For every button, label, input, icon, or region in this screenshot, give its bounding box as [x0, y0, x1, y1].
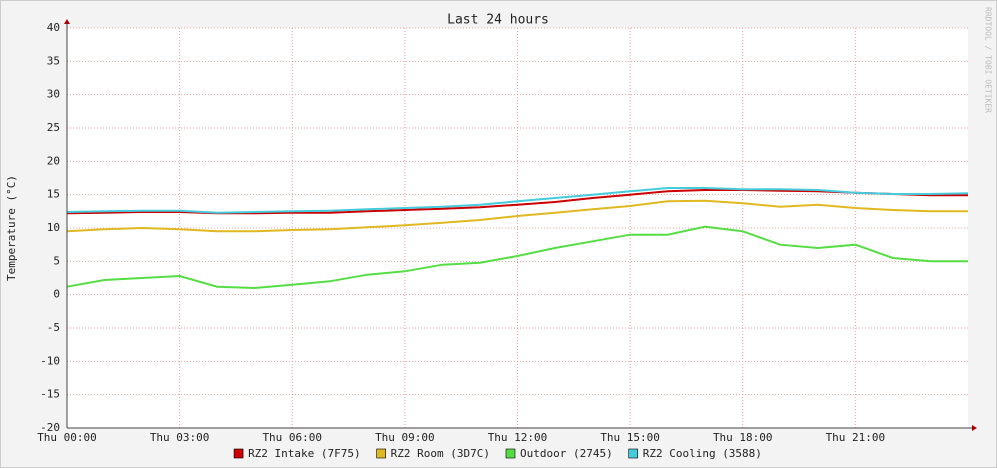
chart-title: Last 24 hours: [447, 13, 549, 28]
x-tick-label: Thu 09:00: [375, 431, 435, 444]
legend-label: RZ2 Cooling (3588): [643, 447, 762, 460]
y-tick-label: 0: [53, 288, 60, 301]
legend-swatch: [628, 448, 639, 459]
x-tick-label: Thu 21:00: [826, 431, 886, 444]
y-tick-label: 20: [47, 154, 60, 167]
series-line: [66, 225, 968, 290]
y-tick-label: -15: [40, 388, 60, 401]
legend: RZ2 Intake (7F75) RZ2 Room (3D7C) Outdoor …: [233, 447, 762, 460]
y-tick-label: 30: [47, 88, 60, 101]
y-tick-label: 35: [47, 54, 60, 67]
y-arrow: [64, 19, 70, 24]
legend-swatch: [505, 448, 516, 459]
legend-label: RZ2 Intake (7F75): [248, 447, 361, 460]
x-tick-label: Thu 03:00: [150, 431, 210, 444]
legend-label: Outdoor (2745): [520, 447, 613, 460]
watermark: RRDTOOL / TOBI OETIKER: [984, 7, 993, 113]
x-tick-label: Thu 15:00: [600, 431, 660, 444]
legend-swatch: [233, 448, 244, 459]
lines: [66, 187, 969, 290]
x-tick-label: Thu 12:00: [488, 431, 548, 444]
legend-item: Outdoor (2745): [505, 447, 613, 460]
x-arrow: [972, 425, 977, 431]
x-tick-label: Thu 18:00: [713, 431, 773, 444]
legend-item: RZ2 Room (3D7C): [376, 447, 490, 460]
legend-item: RZ2 Intake (7F75): [233, 447, 361, 460]
series-line: [66, 187, 969, 214]
y-tick-label: 5: [53, 254, 60, 267]
y-tick-label: -5: [47, 321, 60, 334]
legend-item: RZ2 Cooling (3588): [628, 447, 762, 460]
y-tick-label: -10: [40, 354, 60, 367]
x-tick-label: Thu 00:00: [37, 431, 97, 444]
series-line: [66, 199, 968, 233]
y-tick-label: 10: [47, 221, 60, 234]
y-tick-label: 15: [47, 188, 60, 201]
legend-swatch: [376, 448, 386, 459]
y-tick-label: 25: [47, 121, 60, 134]
grid: [66, 27, 968, 429]
y-tick-label: 40: [47, 21, 60, 34]
x-tick-label: Thu 06:00: [262, 431, 322, 444]
y-tick-label: -20: [40, 421, 60, 434]
y-axis-label: Temperature (°C): [5, 175, 18, 281]
legend-label: RZ2 Room (3D7C): [391, 447, 490, 460]
